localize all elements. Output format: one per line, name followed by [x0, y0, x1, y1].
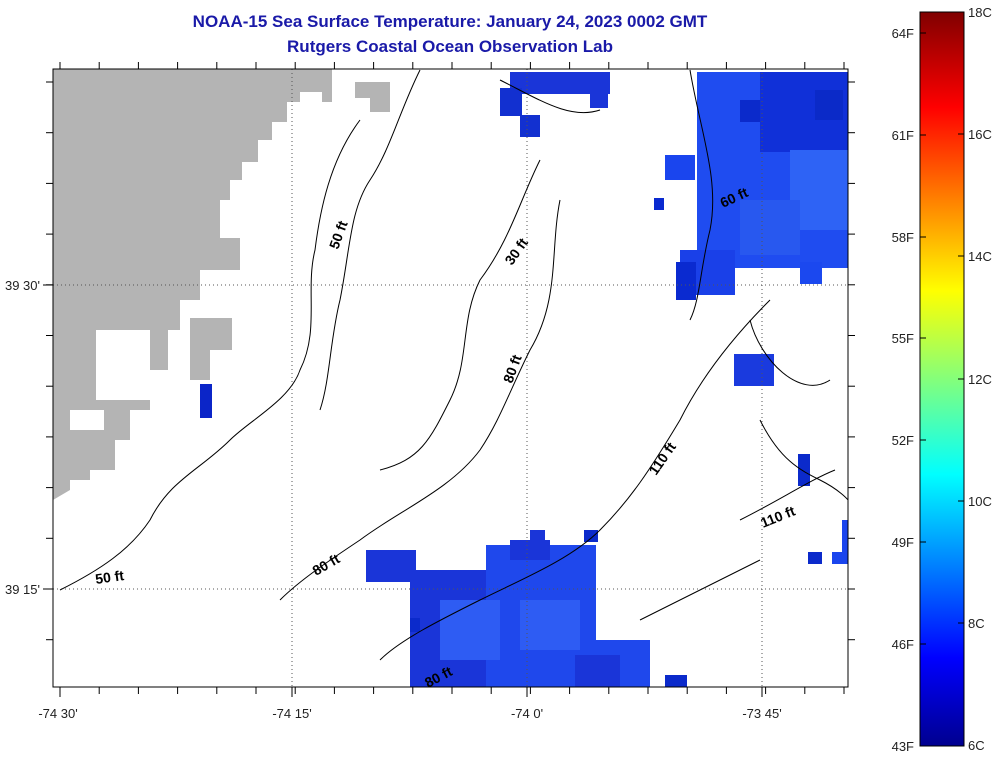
map-title: NOAA-15 Sea Surface Temperature: January… — [192, 12, 708, 31]
land-patch — [355, 82, 390, 112]
temperature-colorbar — [919, 11, 965, 747]
colorbar-c-label: 12C — [968, 372, 992, 387]
land-patch — [70, 410, 104, 430]
map-frame — [52, 68, 849, 688]
colorbar-c-label: 16C — [968, 127, 992, 142]
colorbar-f-label: 55F — [892, 331, 914, 346]
colorbar-c-label: 8C — [968, 616, 985, 631]
colorbar-f-label: 61F — [892, 128, 914, 143]
lon-tick-label: -74 30' — [38, 706, 77, 721]
colorbar-f-label: 43F — [892, 739, 914, 754]
colorbar-ticks — [920, 32, 964, 645]
lon-tick-label: -73 45' — [742, 706, 781, 721]
colorbar-c-label: 10C — [968, 494, 992, 509]
bathymetry-contours — [59, 69, 848, 661]
colorbar-f-label: 64F — [892, 26, 914, 41]
contour-label: 50 ft — [94, 567, 125, 587]
sst-patch-north — [500, 72, 610, 137]
land-patch — [190, 318, 232, 380]
land-patch — [96, 330, 150, 400]
sst-patch-south — [366, 530, 687, 687]
colorbar-f-label: 58F — [892, 230, 914, 245]
map-gridlines — [53, 69, 848, 687]
sst-patch-isolated — [200, 354, 848, 564]
lon-tick-label: -74 15' — [272, 706, 311, 721]
sst-patch-northeast — [654, 72, 848, 300]
colorbar-f-label: 46F — [892, 637, 914, 652]
map-subtitle: Rutgers Coastal Ocean Observation Lab — [287, 37, 613, 56]
lat-tick-label: 39 30' — [5, 278, 40, 293]
colorbar-f-label: 49F — [892, 535, 914, 550]
colorbar-c-label: 6C — [968, 738, 985, 753]
lon-tick-label: -74 0' — [511, 706, 543, 721]
colorbar-c-label: 14C — [968, 249, 992, 264]
colorbar-f-label: 52F — [892, 433, 914, 448]
land-patch — [150, 230, 180, 260]
axis-minor-ticks — [46, 62, 855, 694]
lat-tick-label: 39 15' — [5, 582, 40, 597]
colorbar-c-label: 18C — [968, 5, 992, 20]
